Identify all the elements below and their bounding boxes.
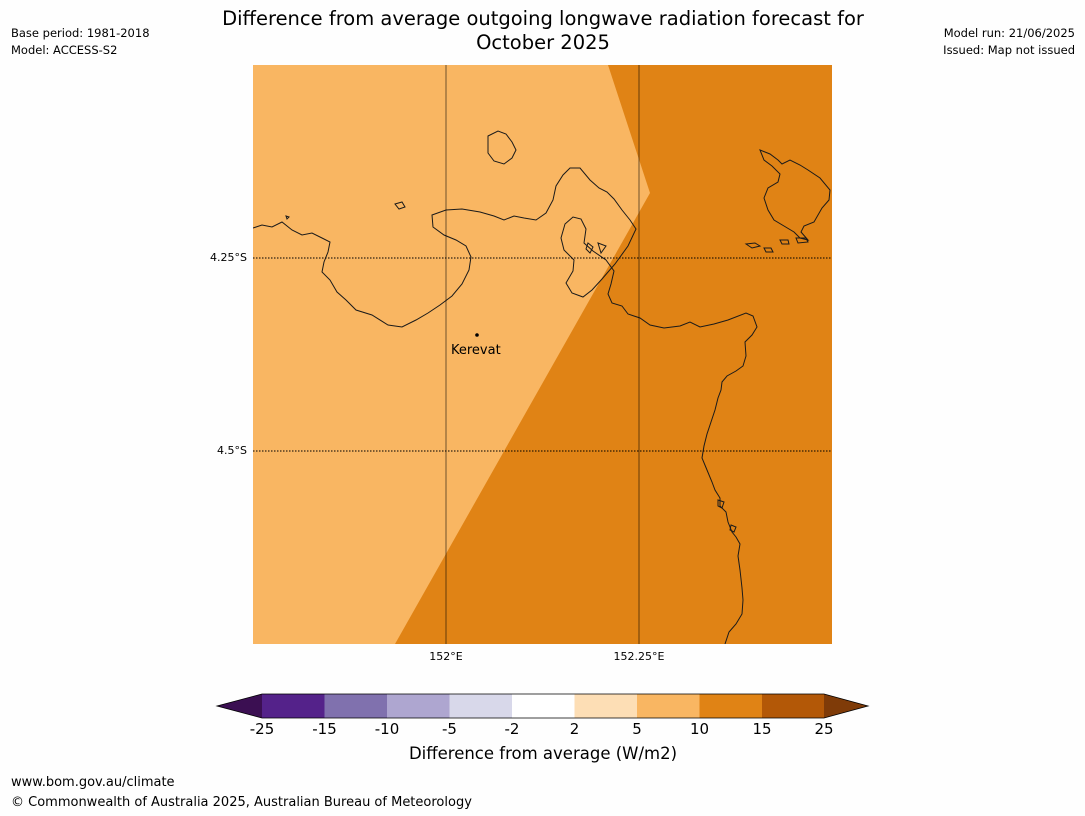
model-run: Model run: 21/06/2025 [943, 26, 1075, 40]
lon-label-152e: 152°E [429, 650, 463, 663]
colorbar-extend-high [824, 694, 868, 718]
colorbar-title: Difference from average (W/m2) [408, 744, 678, 763]
cbar-tick: 2 [569, 720, 580, 738]
colorbar-bin-9 [762, 694, 824, 718]
colorbar-bin-1 [262, 694, 325, 718]
issued-status: Issued: Map not issued [943, 43, 1075, 57]
cbar-tick: 15 [752, 720, 772, 738]
footer-url[interactable]: www.bom.gov.au/climate [11, 775, 175, 790]
region-10-to-15 [395, 65, 832, 644]
base-period: Base period: 1981-2018 [11, 26, 150, 40]
colorbar-bin-8 [699, 694, 762, 718]
lat-label-4-5s: 4.5°S [217, 444, 247, 457]
cbar-tick: 25 [814, 720, 834, 738]
cbar-tick: -25 [249, 720, 275, 738]
colorbar-outline [215, 693, 870, 719]
colorbar-bin-2 [324, 694, 387, 718]
colorbar-bin-5 [512, 694, 575, 718]
coastline [253, 130, 831, 644]
colorbar-extend-low [217, 694, 262, 718]
colorbar-bin-7 [637, 694, 700, 718]
lon-label-152-25e: 152.25°E [613, 650, 665, 663]
cbar-tick: 10 [689, 720, 710, 738]
meta-left: Base period: 1981-2018 Model: ACCESS-S2 [11, 25, 150, 59]
cbar-tick: -5 [442, 720, 457, 738]
place-label-kerevat: Kerevat [451, 343, 501, 358]
title-line-1: Difference from average outgoing longwav… [222, 7, 864, 30]
kerevat-marker [475, 333, 479, 337]
meta-right: Model run: 21/06/2025 Issued: Map not is… [943, 25, 1075, 59]
colorbar-bin-6 [574, 694, 637, 718]
colorbar-bin-4 [449, 694, 512, 718]
cbar-tick: -2 [504, 720, 520, 738]
title-line-2: October 2025 [476, 31, 610, 54]
lat-label-4-25s: 4.25°S [210, 251, 247, 264]
colorbar [215, 693, 870, 719]
map-panel [253, 65, 832, 644]
cbar-tick: 5 [632, 720, 642, 738]
footer-copyright: © Commonwealth of Australia 2025, Austra… [11, 795, 472, 810]
cbar-tick: -10 [374, 720, 400, 738]
graticule [253, 65, 832, 644]
model-name: Model: ACCESS-S2 [11, 43, 118, 57]
map-title: Difference from average outgoing longwav… [193, 7, 893, 55]
cbar-tick: -15 [312, 720, 337, 738]
colorbar-bin-3 [387, 694, 450, 718]
